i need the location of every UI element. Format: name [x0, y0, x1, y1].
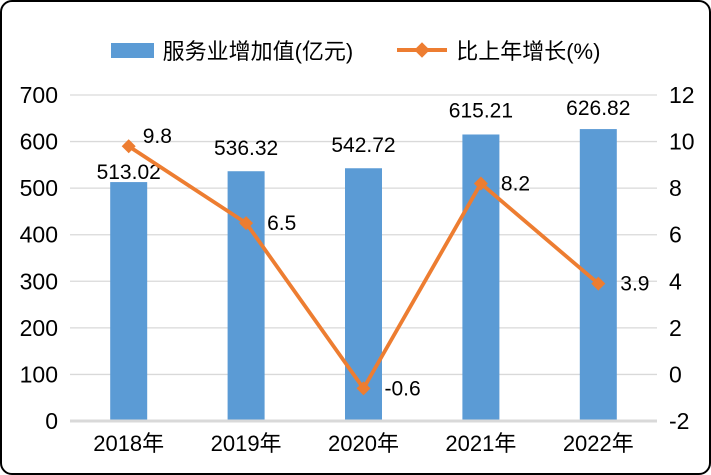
legend-item-bar-series: 服务业增加值(亿元) — [110, 34, 354, 66]
point-value-label: 8.2 — [501, 172, 530, 195]
right-axis-tick-label: 12 — [669, 82, 695, 108]
right-axis-tick-label: 4 — [669, 268, 682, 294]
x-axis-category-label: 2021年 — [445, 431, 516, 456]
line-series-marker-icon — [397, 42, 448, 58]
left-axis-tick-label: 300 — [20, 268, 58, 294]
line-marker-point — [591, 276, 606, 291]
point-value-label: 9.8 — [143, 125, 172, 148]
right-axis-tick-label: 2 — [669, 315, 682, 341]
point-value-label: 6.5 — [267, 212, 296, 235]
bar-value-label: 542.72 — [331, 134, 395, 157]
right-axis-tick-label: 8 — [669, 175, 682, 201]
line-marker-point — [239, 216, 254, 231]
legend-label-bar-series: 服务业增加值(亿元) — [162, 39, 354, 64]
left-axis-tick-label: 700 — [20, 82, 58, 108]
point-value-label: -0.6 — [385, 377, 421, 400]
diamond-icon — [414, 42, 430, 58]
chart-legend: 服务业增加值(亿元) 比上年增长(%) — [2, 34, 709, 66]
left-axis-tick-label: 0 — [45, 408, 58, 434]
bar — [345, 168, 382, 421]
right-axis-tick-label: 0 — [669, 361, 682, 387]
x-axis-category-label: 2019年 — [211, 431, 282, 456]
right-axis-tick-label: 6 — [669, 222, 682, 248]
line-marker-point — [356, 381, 371, 396]
x-axis-category-label: 2022年 — [563, 431, 634, 456]
point-value-label: 3.9 — [620, 273, 649, 296]
bar — [110, 182, 148, 421]
line-marker-point — [473, 176, 488, 191]
left-axis-tick-label: 500 — [20, 175, 58, 201]
legend-label-line-series: 比上年增长(%) — [456, 39, 601, 64]
bar — [227, 171, 265, 421]
legend-item-line-series: 比上年增长(%) — [397, 34, 600, 66]
bar-value-label: 513.02 — [97, 161, 161, 184]
x-axis-category-label: 2018年 — [93, 431, 164, 456]
left-axis-tick-label: 400 — [20, 222, 58, 248]
bar-series-swatch-icon — [110, 42, 154, 58]
left-axis-tick-label: 100 — [20, 361, 58, 387]
bar-value-label: 626.82 — [566, 97, 630, 120]
right-axis-tick-label: 10 — [669, 129, 695, 155]
left-axis-tick-label: 200 — [20, 315, 58, 341]
line-marker-point — [121, 139, 136, 154]
right-axis-tick-label: -2 — [669, 408, 689, 434]
bar-value-label: 536.32 — [214, 137, 278, 160]
bar-value-label: 615.21 — [449, 99, 513, 122]
x-axis-category-label: 2020年 — [328, 431, 399, 456]
left-axis-tick-label: 600 — [20, 129, 58, 155]
